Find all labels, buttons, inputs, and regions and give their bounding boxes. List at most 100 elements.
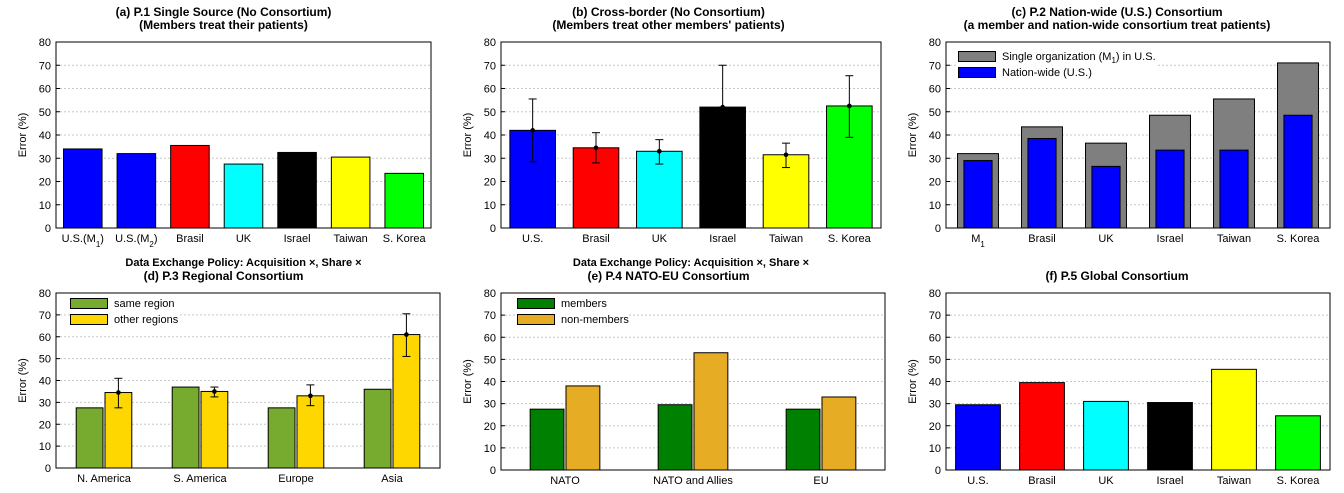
- y-tick-label: 70: [929, 310, 941, 322]
- y-tick-label: 70: [484, 60, 496, 72]
- chart-title: (b) Cross-border (No Consortium): [572, 5, 765, 19]
- y-tick-label: 70: [484, 310, 496, 322]
- bar-series-1: [296, 395, 325, 469]
- y-tick-label: 70: [929, 60, 941, 72]
- y-axis-label: Error (%): [462, 359, 474, 404]
- chart-subtitle: (a member and nation-wide consortium tre…: [963, 18, 1271, 32]
- y-tick-label: 50: [484, 107, 496, 119]
- x-tick-label: M1: [971, 233, 985, 249]
- bar-series-0: [657, 404, 693, 471]
- y-tick-label: 80: [484, 288, 496, 300]
- x-tick-label: NATO: [550, 475, 580, 487]
- y-tick-label: 50: [929, 354, 941, 366]
- y-tick-label: 60: [39, 332, 51, 344]
- bar: [699, 106, 746, 229]
- bar-series-1: [200, 390, 229, 469]
- x-axis-label: Data Exchange Policy: Acquisition ×, Sha…: [572, 257, 810, 269]
- legend-label: other regions: [114, 314, 179, 326]
- bar-series-0: [267, 407, 296, 469]
- x-tick-label: Taiwan: [769, 233, 803, 245]
- y-tick-label: 0: [490, 465, 496, 477]
- chart-title: (c) P.2 Nation-wide (U.S.) Consortium: [1011, 5, 1223, 19]
- bar-series-1: [693, 352, 729, 471]
- y-tick-label: 10: [39, 200, 51, 212]
- bar: [223, 163, 264, 229]
- bar-nation-wide: [1283, 114, 1313, 229]
- y-tick-label: 70: [39, 60, 51, 72]
- y-tick-label: 60: [39, 84, 51, 96]
- y-tick-label: 50: [39, 354, 51, 366]
- y-tick-label: 40: [484, 130, 496, 142]
- bar: [170, 144, 210, 229]
- plot-frame: [55, 41, 432, 229]
- chart-title: (e) P.4 NATO-EU Consortium: [587, 269, 750, 283]
- legend-item: Nation-wide (U.S.): [958, 65, 1156, 81]
- y-tick-label: 0: [935, 223, 941, 235]
- chart-subtitle: (Members treat other members' patients): [552, 18, 785, 32]
- plot-frame: [500, 292, 886, 471]
- bar-series-1: [104, 392, 133, 469]
- y-tick-label: 50: [39, 107, 51, 119]
- x-tick-label: UK: [1098, 233, 1114, 245]
- y-tick-label: 0: [45, 463, 51, 475]
- y-axis-label: Error (%): [17, 113, 29, 158]
- bar-errormarker: [783, 152, 789, 158]
- bar-series-0: [363, 388, 392, 469]
- x-tick-label: Brasil: [1028, 233, 1056, 245]
- bar-errormarker: [593, 145, 599, 151]
- legend-item: Single organization (M1) in U.S.: [958, 49, 1156, 65]
- chart-subtitle: (Members treat their patients): [139, 18, 308, 32]
- plot-frame: [945, 292, 1331, 471]
- y-tick-label: 80: [929, 37, 941, 49]
- chart-plot-area: 0 10 20 30 40 50 60 70 80 Error (%) M1 Brasil UK Isra…: [907, 37, 1331, 249]
- chart-panel-0: (a) P.1 Single Source (No Consortium) (Me…: [6, 6, 441, 269]
- y-tick-label: 40: [39, 130, 51, 142]
- y-tick-label: 30: [484, 153, 496, 165]
- y-axis-label: Error (%): [907, 359, 919, 404]
- x-tick-label: U.S.(M1): [62, 233, 104, 249]
- x-tick-label: NATO and Allies: [653, 475, 733, 487]
- chart-legend: same region other regions: [70, 296, 179, 328]
- bar: [330, 156, 371, 229]
- y-tick-label: 50: [484, 354, 496, 366]
- y-tick-label: 40: [484, 377, 496, 389]
- bar: [277, 151, 317, 229]
- legend-item: members: [517, 296, 629, 312]
- y-tick-label: 20: [484, 177, 496, 189]
- bar-series-0: [529, 408, 565, 471]
- chart-plot-area: 0 10 20 30 40 50 60 70 80 Error (%) U.S. Brasil UK Is…: [907, 288, 1331, 487]
- x-tick-label: Taiwan: [334, 233, 368, 245]
- chart-panel-4: (e) P.4 NATO-EU Consortium 0 10 20 30 40 50 60 7…: [451, 270, 886, 492]
- x-tick-label: S. Korea: [828, 233, 872, 245]
- y-tick-label: 0: [45, 223, 51, 235]
- legend-swatch: [958, 67, 996, 78]
- y-tick-label: 10: [929, 443, 941, 455]
- chart-plot-area: 0 10 20 30 40 50 60 70 80 Error (%) NATO NATO and A…: [462, 288, 886, 487]
- bar-errormarker: [720, 104, 725, 110]
- bar-errormarker: [657, 148, 662, 154]
- x-tick-label: Taiwan: [1217, 233, 1251, 245]
- x-tick-label: UK: [236, 233, 252, 245]
- x-axis-label: Data Exchange Policy: Acquisition ×, Sha…: [125, 257, 362, 269]
- bar-series-1-errormarker: [212, 389, 217, 394]
- y-tick-label: 80: [929, 288, 941, 300]
- bar-series-1: [821, 396, 857, 471]
- bar: [63, 148, 103, 229]
- x-tick-label: U.S.: [522, 233, 543, 245]
- legend-label: Single organization (M1) in U.S.: [1002, 51, 1156, 66]
- x-tick-label: UK: [652, 233, 668, 245]
- x-tick-label: Brasil: [582, 233, 610, 245]
- y-tick-label: 10: [484, 200, 496, 212]
- x-tick-label: Israel: [284, 233, 311, 245]
- y-tick-label: 10: [929, 200, 941, 212]
- bar: [509, 129, 556, 229]
- y-tick-label: 30: [39, 153, 51, 165]
- chart-panel-2: (c) P.2 Nation-wide (U.S.) Consortium (a …: [896, 6, 1338, 262]
- bar-series-0: [171, 386, 200, 469]
- chart-plot-area: 0 10 20 30 40 50 60 70 80 Error (%) N. America S. A…: [17, 288, 441, 485]
- x-tick-label: Brasil: [176, 233, 204, 245]
- bar: [1019, 382, 1065, 471]
- bar-errormarker: [530, 128, 535, 133]
- y-tick-label: 10: [484, 443, 496, 455]
- legend-item: same region: [70, 296, 178, 312]
